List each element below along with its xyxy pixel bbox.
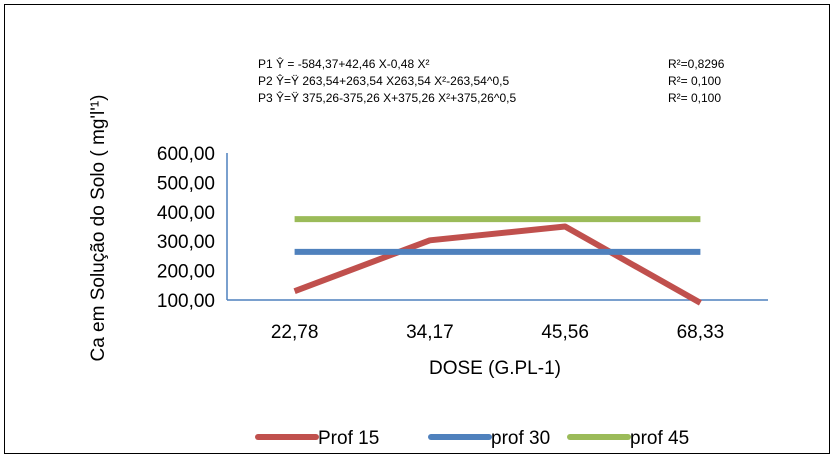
series-lines: [293, 216, 702, 306]
y-tick-label: 200,00: [157, 262, 215, 283]
y-tick-label: 300,00: [157, 232, 215, 253]
equation-p3-r2: R²= 0,100: [668, 91, 721, 105]
x-tick-label: 45,56: [541, 322, 589, 343]
y-tick-label: 400,00: [157, 203, 215, 224]
y-tick-label: 500,00: [157, 173, 215, 194]
legend: Prof 15 prof 30 prof 45: [255, 428, 689, 449]
equations: P1 Ŷ = -584,37+42,46 X-0,48 X² R²=0,8296…: [258, 56, 725, 105]
chart-frame: [4, 4, 830, 454]
equation-p3: P3 Ŷ=Ÿ 375,26-375,26 X+375,26 X²+375,26^…: [258, 90, 516, 105]
equation-p1: P1 Ŷ = -584,37+42,46 X-0,48 X²: [258, 56, 429, 71]
y-tick-label: 600,00: [157, 144, 215, 165]
x-tick-label: 68,33: [677, 322, 725, 343]
legend-label: Prof 15: [318, 428, 379, 449]
y-tick-labels: 100,00 200,00 300,00 400,00 500,00 600,00: [157, 144, 215, 312]
equation-p2-r2: R²= 0,100: [668, 74, 721, 88]
y-tick-label: 100,00: [157, 291, 215, 312]
x-tick-labels: 22,78 34,17 45,56 68,33: [271, 322, 724, 343]
equation-p1-r2: R²=0,8296: [668, 57, 725, 71]
x-axis-title: DOSE (G.PL-1): [429, 358, 561, 379]
y-axis-title: Ca em Solução do Solo ( mg'l'¹): [88, 94, 109, 361]
series-line-1: [293, 223, 702, 306]
x-tick-label: 34,17: [406, 322, 454, 343]
legend-label: prof 30: [491, 428, 550, 449]
legend-label: prof 45: [630, 428, 689, 449]
x-tick-label: 22,78: [271, 322, 319, 343]
equation-p2: P2 Ŷ=Ÿ 263,54+263,54 X263,54 X²-263,54^0…: [258, 73, 509, 88]
